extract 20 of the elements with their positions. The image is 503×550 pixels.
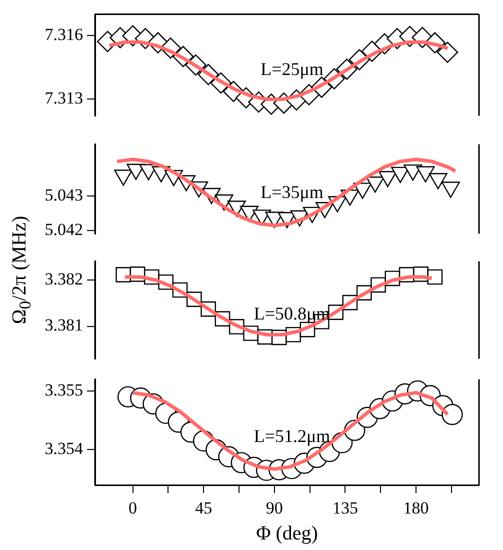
- y-tick-label: 5.042: [44, 220, 83, 239]
- y-tick-label: 7.313: [44, 88, 83, 108]
- annotation: L=25μm: [260, 58, 324, 79]
- x-tick-label: 45: [195, 498, 212, 518]
- point: [427, 269, 443, 285]
- x-tick-label: 0: [128, 498, 138, 518]
- y-tick-label: 3.354: [44, 439, 84, 458]
- y-tick-label: 3.382: [44, 269, 83, 288]
- y-tick-label: 7.316: [44, 24, 83, 44]
- point: [436, 42, 458, 63]
- point: [442, 404, 463, 426]
- x-axis-title: Φ (deg): [256, 522, 318, 544]
- annotation: L=35μm: [260, 182, 324, 202]
- x-tick-label: 90: [266, 498, 283, 518]
- x-tick-label: 135: [332, 498, 358, 518]
- y-tick-label: 5.043: [44, 185, 83, 204]
- y-tick-label: 3.355: [44, 380, 83, 400]
- annotation: L=51.2μm: [254, 426, 330, 446]
- y-tick-label: 3.381: [44, 316, 83, 335]
- x-tick-label: 180: [403, 498, 429, 518]
